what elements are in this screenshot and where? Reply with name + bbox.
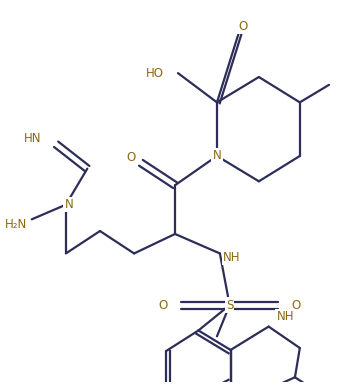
Text: H₂N: H₂N [5, 218, 27, 231]
Text: HN: HN [24, 132, 41, 145]
Text: NH: NH [223, 251, 240, 264]
Text: N: N [64, 198, 73, 211]
Text: O: O [239, 20, 248, 33]
Text: NH: NH [276, 310, 294, 323]
Text: O: O [291, 299, 301, 312]
Text: O: O [159, 299, 168, 312]
Text: HO: HO [146, 67, 164, 80]
Text: N: N [213, 149, 221, 163]
Text: O: O [127, 151, 136, 164]
Text: S: S [226, 299, 233, 312]
